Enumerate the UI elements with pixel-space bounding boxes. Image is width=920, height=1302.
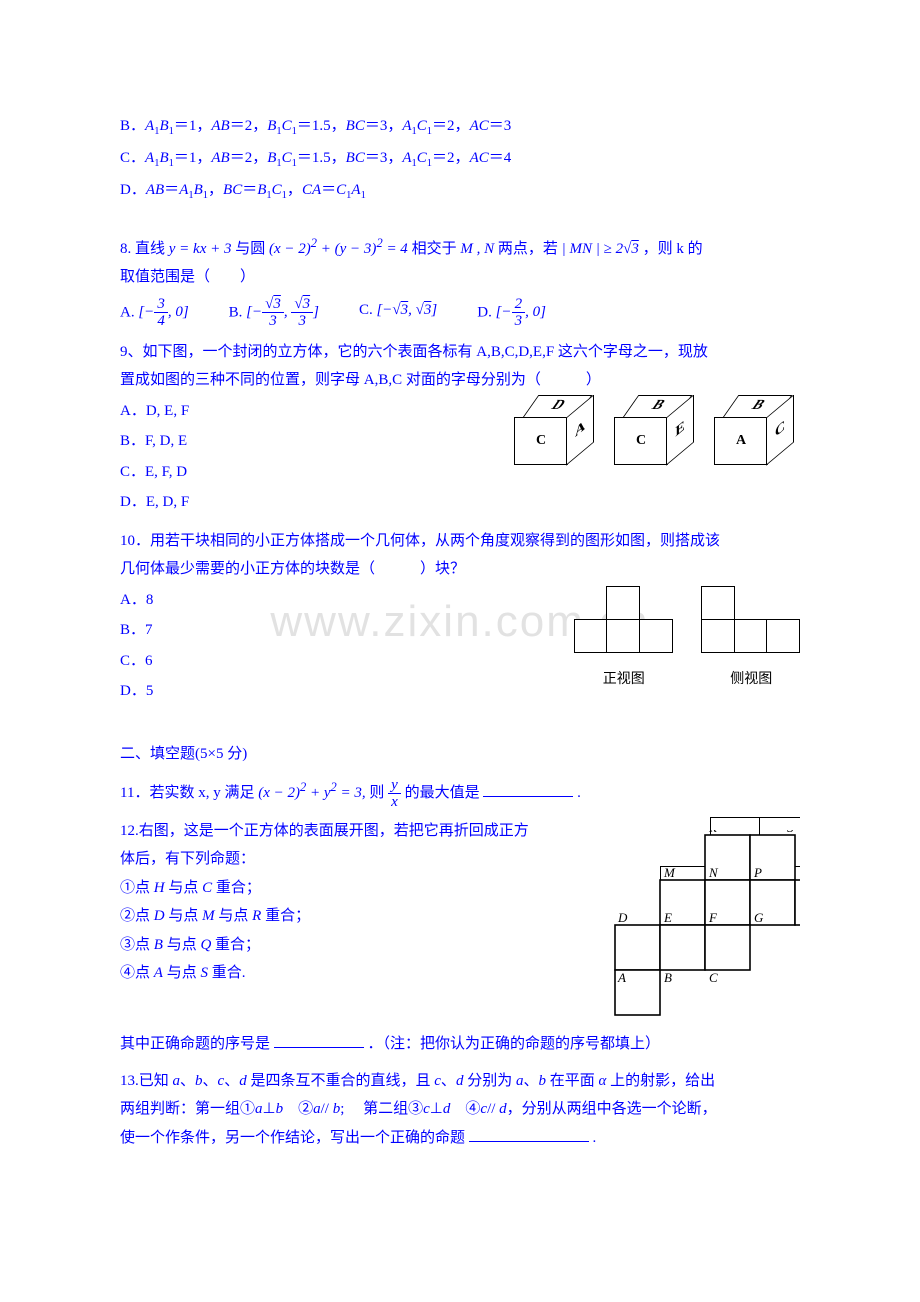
q8-option-C: C. [−√3, √3] — [359, 296, 437, 330]
lbl-S: S — [787, 830, 794, 835]
front-view: 正视图 — [575, 588, 673, 694]
side-view-label: 侧视图 — [703, 667, 801, 694]
q13-line3: 使一个作条件，另一个作结论，写出一个正确的命题 . — [120, 1124, 800, 1153]
lbl-G: G — [754, 910, 764, 925]
lbl-R: R — [708, 830, 717, 835]
lbl-C: C — [709, 970, 718, 985]
q11-blank — [483, 780, 573, 798]
q13-l3b: . — [593, 1130, 597, 1146]
lbl-M: M — [663, 865, 676, 880]
q11: 11．若实数 x, y 满足 (x − 2)2 + y2 = 3, 则 yx 的… — [120, 776, 800, 811]
q13-l3a: 使一个作条件，另一个作结论，写出一个正确的命题 — [120, 1130, 465, 1146]
front-view-label: 正视图 — [575, 667, 673, 694]
lbl-E: E — [663, 910, 672, 925]
q9-option-D: D．E, D, F — [120, 488, 800, 517]
front-view-grid — [575, 588, 673, 653]
q8-mid3: 两点，若 — [498, 241, 562, 257]
q9-cube-figures: D C A B C E B A C — [514, 395, 800, 467]
lbl-F: F — [708, 910, 718, 925]
lbl-D: D — [617, 910, 628, 925]
q8-options: A. [−34, 0] B. [−√33, √33] C. [−√3, √3] … — [120, 296, 800, 330]
q12-blank — [274, 1031, 364, 1049]
cube-2: B C E — [614, 395, 700, 467]
side-view-grid — [703, 588, 801, 653]
side-view: 侧视图 — [703, 588, 801, 694]
q11-frac: yx — [388, 777, 401, 811]
q8-pts: M , N — [460, 241, 494, 257]
q13-line1: 13.已知 a、b、c、d 是四条互不重合的直线，且 c、d 分别为 a、b 在… — [120, 1067, 800, 1096]
q8-option-B: B. [−√33, √33] — [229, 296, 319, 330]
q12-answer-line: 其中正确命题的序号是 ．（注：把你认为正确的命题的序号都填上） — [120, 1030, 800, 1059]
q11-pre: 11．若实数 x, y 满足 — [120, 785, 258, 801]
q10-stem-line1: 10．用若干块相同的小正方体搭成一个几何体，从两个角度观察得到的图形如图，则搭成… — [120, 527, 800, 556]
q8-eq2: (x − 2)2 + (y − 3)2 = 4 — [269, 241, 408, 257]
q11-eq: (x − 2)2 + y2 = 3, — [258, 785, 365, 801]
section-2-heading: 二、填空题(5×5 分) — [120, 740, 800, 769]
q11-period: . — [577, 785, 581, 801]
q13-line2: 两组判断：第一组①a⊥b ②a// b; 第二组③c⊥d ④c// d，分别从两… — [120, 1095, 800, 1124]
q12-net-figure: R S M N P Q D E F G H — [610, 817, 800, 1031]
q8-option-D: D. [−23, 0] — [477, 296, 546, 330]
q8-mid2: 相交于 — [412, 241, 461, 257]
lbl-A: A — [617, 970, 626, 985]
q8-stem-line2: 取值范围是（ ） — [120, 263, 800, 292]
lbl-B: B — [664, 970, 672, 985]
q8-option-A: A. [−34, 0] — [120, 296, 189, 330]
content-column: B．A1B1＝1，AB＝2，B1C1＝1.5，BC＝3，A1C1＝2，AC＝3 … — [120, 112, 800, 1152]
q7-option-C: C．A1B1＝1，AB＝2，B1C1＝1.5，BC＝3，A1C1＝2，AC＝4 — [120, 144, 800, 174]
cube1-front: C — [514, 417, 568, 465]
q8-eq1: y = kx + 3 — [169, 241, 232, 257]
q7-option-D: D．AB＝A1B1，BC＝B1C1，CA＝C1A1 — [120, 176, 800, 206]
cube-3: B A C — [714, 395, 800, 467]
cube-1: D C A — [514, 395, 600, 467]
q8-mid1: 与圆 — [235, 241, 269, 257]
q12-l3b: ．（注：把你认为正确的命题的序号都填上） — [368, 1036, 661, 1052]
q9-stem-line2: 置成如图的三种不同的位置，则字母 A,B,C 对面的字母分别为（ ） — [120, 366, 800, 395]
q12-svg: R S M N P Q D E F G H — [610, 830, 800, 1020]
q10-views: 正视图 侧视图 — [575, 588, 800, 694]
q8-ineq: | MN | ≥ 2√3 — [562, 241, 639, 257]
q8-tail: ，则 k 的 — [643, 241, 703, 257]
q11-tail: 的最大值是 — [405, 785, 480, 801]
q8-stem-line1: 8. 直线 y = kx + 3 与圆 (x − 2)2 + (y − 3)2 … — [120, 232, 800, 264]
q7-option-B: B．A1B1＝1，AB＝2，B1C1＝1.5，BC＝3，A1C1＝2，AC＝3 — [120, 112, 800, 142]
lbl-N: N — [708, 865, 719, 880]
q12-l3a: 其中正确命题的序号是 — [120, 1036, 270, 1052]
cube3-front: A — [714, 417, 768, 465]
q9-stem-line1: 9、如下图，一个封闭的立方体，它的六个表面各标有 A,B,C,D,E,F 这六个… — [120, 338, 800, 367]
lbl-P: P — [753, 865, 762, 880]
cube2-front: C — [614, 417, 668, 465]
q11-mid: 则 — [369, 785, 388, 801]
q8-pre: 8. 直线 — [120, 241, 169, 257]
q10-stem-line2: 几何体最少需要的小正方体的块数是（ ）块？ — [120, 555, 800, 584]
q13-blank — [469, 1124, 589, 1142]
